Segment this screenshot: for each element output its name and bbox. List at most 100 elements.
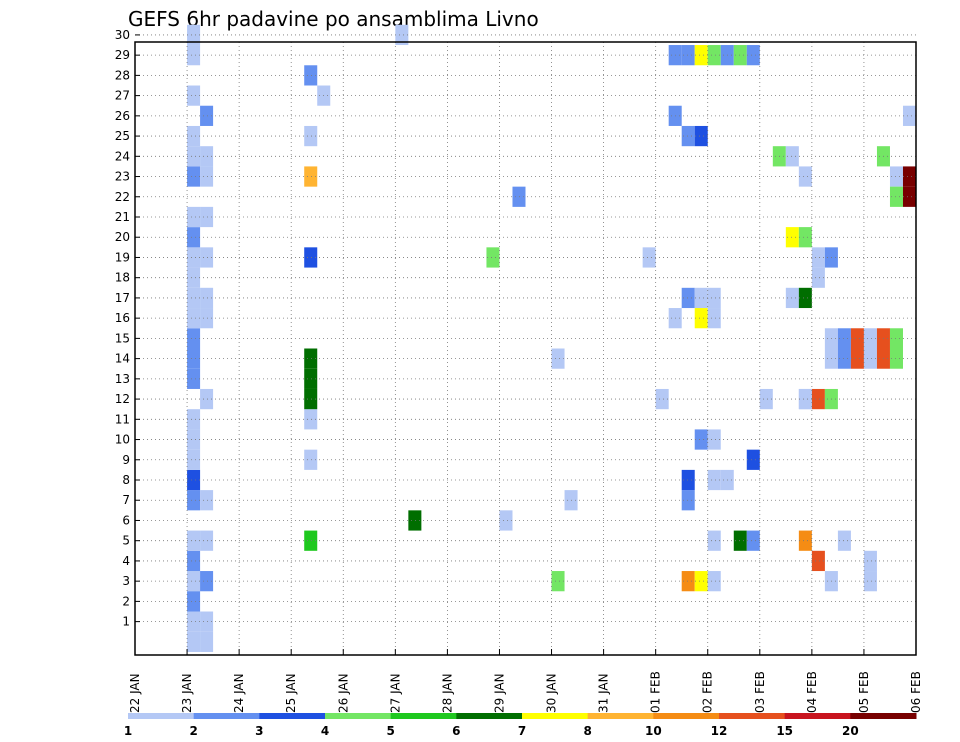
legend-swatch bbox=[390, 713, 457, 719]
y-tick-label: 19 bbox=[115, 250, 130, 264]
precip-cell bbox=[551, 348, 565, 369]
precip-cell bbox=[187, 166, 201, 187]
precip-cell bbox=[889, 348, 903, 369]
precip-cell bbox=[187, 550, 201, 572]
precip-cell bbox=[759, 388, 773, 410]
x-tick-label: 26 JAN bbox=[336, 673, 350, 713]
legend-swatch bbox=[784, 713, 851, 719]
x-tick-label: 06 FEB bbox=[909, 671, 923, 713]
x-tick-label: 27 JAN bbox=[388, 673, 402, 713]
precip-cell bbox=[187, 45, 201, 66]
precip-cell bbox=[187, 631, 201, 652]
y-tick-label: 15 bbox=[115, 331, 130, 345]
legend-label: 15 bbox=[776, 724, 793, 738]
precip-cell bbox=[408, 510, 422, 531]
legend-label: 10 bbox=[645, 724, 662, 738]
y-tick-label: 16 bbox=[115, 311, 130, 325]
precip-cell bbox=[642, 247, 656, 268]
precip-cell bbox=[187, 368, 201, 389]
precip-cell bbox=[863, 328, 877, 349]
precip-cell bbox=[304, 348, 318, 369]
legend-label: 12 bbox=[711, 724, 728, 738]
precip-cell bbox=[304, 530, 318, 551]
y-tick-label: 29 bbox=[115, 48, 130, 62]
precip-cell bbox=[798, 227, 812, 248]
y-tick-label: 2 bbox=[122, 594, 130, 608]
precip-cell bbox=[746, 449, 760, 470]
x-tick-label: 23 JAN bbox=[180, 673, 194, 713]
precip-cell bbox=[187, 571, 201, 592]
y-tick-label: 24 bbox=[115, 149, 130, 163]
y-tick-label: 5 bbox=[122, 534, 130, 548]
precip-cell bbox=[187, 328, 201, 349]
precip-cell bbox=[811, 550, 825, 572]
legend-swatch bbox=[719, 713, 786, 719]
precip-cell bbox=[707, 429, 721, 450]
y-tick-label: 30 bbox=[115, 28, 130, 42]
legend-label: 20 bbox=[842, 724, 859, 738]
precip-cell bbox=[707, 287, 721, 309]
x-tick-label: 22 JAN bbox=[128, 673, 142, 713]
precip-cell bbox=[187, 490, 201, 511]
precip-cell bbox=[200, 247, 214, 268]
precip-cell bbox=[681, 571, 695, 592]
precip-cell bbox=[304, 368, 318, 389]
x-tick-label: 30 JAN bbox=[545, 673, 559, 713]
precip-cell bbox=[304, 409, 318, 430]
precip-cell bbox=[694, 287, 708, 309]
precip-cell bbox=[694, 45, 708, 66]
precip-cell bbox=[785, 146, 799, 167]
legend-swatch bbox=[193, 713, 260, 719]
precip-cell bbox=[486, 247, 500, 268]
precip-cell bbox=[187, 85, 201, 106]
precip-cell bbox=[746, 530, 760, 551]
x-tick-label: 25 JAN bbox=[284, 673, 298, 713]
y-tick-label: 7 bbox=[122, 493, 130, 507]
x-tick-label: 02 FEB bbox=[701, 671, 715, 713]
grid-layer bbox=[135, 34, 916, 655]
y-tick-label: 26 bbox=[115, 109, 130, 123]
precip-cell bbox=[694, 429, 708, 450]
precip-cell bbox=[187, 267, 201, 288]
precip-cell bbox=[200, 631, 214, 652]
precip-cell bbox=[733, 530, 747, 551]
precip-cell bbox=[889, 186, 903, 207]
y-tick-label: 6 bbox=[122, 513, 130, 527]
y-tick-label: 8 bbox=[122, 473, 130, 487]
y-axis: 1234567891011121314151617181920212223242… bbox=[115, 28, 140, 629]
precip-cell bbox=[187, 24, 201, 46]
precip-cell bbox=[187, 611, 201, 632]
precip-cell bbox=[551, 571, 565, 592]
precip-cell bbox=[863, 571, 877, 592]
x-tick-label: 29 JAN bbox=[492, 673, 506, 713]
precip-cell bbox=[694, 308, 708, 329]
precip-cell bbox=[187, 308, 201, 329]
precip-cell bbox=[395, 24, 409, 46]
y-tick-label: 4 bbox=[122, 554, 130, 568]
y-tick-label: 3 bbox=[122, 574, 130, 588]
precip-cell bbox=[681, 45, 695, 66]
legend-label: 2 bbox=[189, 724, 197, 738]
y-tick-label: 25 bbox=[115, 129, 130, 143]
precip-cell bbox=[889, 166, 903, 187]
x-tick-label: 01 FEB bbox=[649, 671, 663, 713]
y-tick-label: 13 bbox=[115, 372, 130, 386]
precip-cell bbox=[187, 146, 201, 167]
cells-layer bbox=[187, 24, 916, 652]
y-tick-label: 22 bbox=[115, 190, 130, 204]
precip-cell bbox=[200, 166, 214, 187]
precip-cell bbox=[837, 348, 851, 369]
precip-cell bbox=[187, 469, 201, 491]
legend-swatch bbox=[653, 713, 720, 719]
precip-cell bbox=[200, 146, 214, 167]
precip-cell bbox=[200, 490, 214, 511]
precip-cell bbox=[837, 328, 851, 349]
legend-swatch bbox=[259, 713, 326, 719]
x-axis: 22 JAN 23 JAN 24 JAN 25 JAN 26 JAN 27 JAN 28 J… bbox=[128, 649, 923, 713]
precip-cell bbox=[512, 186, 526, 207]
y-tick-label: 12 bbox=[115, 392, 130, 406]
precip-cell bbox=[863, 550, 877, 572]
precip-cell bbox=[811, 388, 825, 410]
precip-cell bbox=[200, 308, 214, 329]
